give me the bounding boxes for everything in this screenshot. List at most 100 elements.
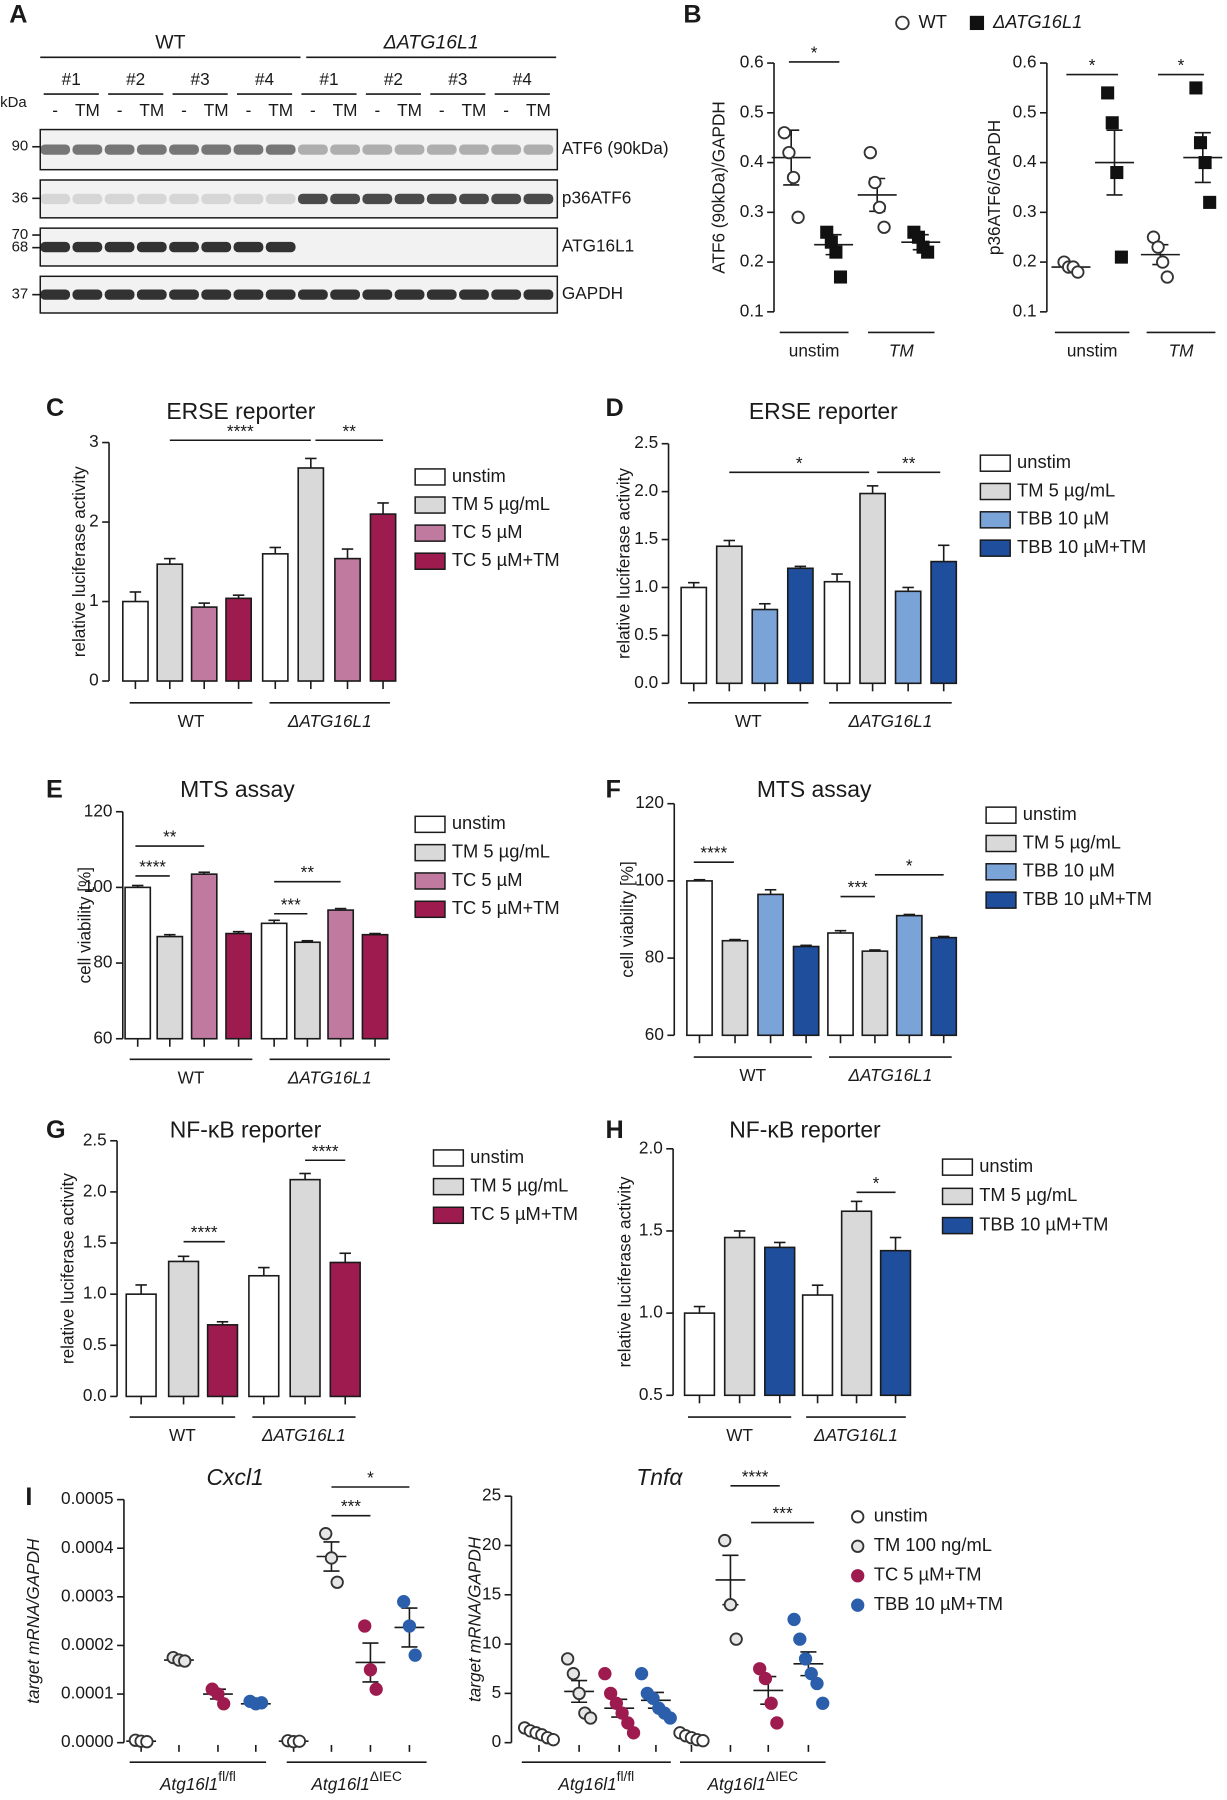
blot-band <box>72 144 103 155</box>
data-point <box>718 1533 732 1548</box>
blot-band <box>459 144 489 155</box>
bar <box>683 1312 716 1397</box>
y-tick-label: 0 <box>89 670 99 690</box>
legend-swatch <box>941 1216 974 1235</box>
panel-label: C <box>46 394 64 422</box>
data-point <box>777 126 791 140</box>
legend-swatch <box>979 511 1011 529</box>
legend-swatch <box>414 900 446 919</box>
bar <box>930 936 958 1037</box>
y-axis-label: p36ATF6/GAPDH <box>984 120 1004 255</box>
group-label: Atg16l1ΔIEC <box>707 1769 798 1794</box>
group-label: ΔATG16L1 <box>287 711 372 731</box>
lane-label: - <box>439 100 445 120</box>
group-label: ΔATG16L1 <box>261 1425 346 1445</box>
bar <box>125 1293 157 1398</box>
group-label: Atg16l1fl/fl <box>557 1769 634 1794</box>
bar <box>124 886 152 1040</box>
y-tick-label: 0.1 <box>740 300 764 320</box>
y-tick-label: 0.0001 <box>61 1683 114 1703</box>
data-point <box>1114 250 1128 264</box>
data-point <box>330 1575 344 1589</box>
significance-label: * <box>796 453 803 473</box>
lane-label: TM <box>397 100 422 120</box>
marker-label: 68 <box>12 240 29 256</box>
significance-label: * <box>1178 55 1185 75</box>
bar <box>261 553 289 682</box>
data-point <box>358 1619 372 1633</box>
group-label-main: Atg16l1 <box>310 1774 369 1794</box>
bar <box>786 567 814 685</box>
lane-label: TM <box>333 100 358 120</box>
significance-label: **** <box>227 421 254 441</box>
data-point <box>791 210 805 224</box>
blot-band <box>169 144 199 155</box>
y-tick-label: 3 <box>89 431 99 451</box>
legend-label: TC 5 µM+TM <box>452 549 560 570</box>
data-point <box>787 1612 801 1627</box>
blot-band <box>394 144 425 155</box>
y-tick-label: 80 <box>93 952 112 972</box>
y-tick-label: 2 <box>89 511 99 531</box>
blot-band <box>265 144 296 155</box>
blot-band <box>330 193 361 205</box>
blot-band <box>104 144 135 155</box>
lane-label: TM <box>268 100 293 120</box>
legend-swatch <box>985 891 1017 909</box>
y-tick-label: 1.5 <box>634 528 658 548</box>
data-point <box>1151 240 1165 254</box>
data-point <box>598 1667 612 1681</box>
group-label: ΔATG16L1 <box>813 1425 898 1445</box>
sample-label: #2 <box>126 69 145 89</box>
bar <box>293 941 321 1040</box>
legend-swatch <box>414 815 446 834</box>
lane-label: TM <box>75 100 100 120</box>
data-point <box>868 175 882 190</box>
blot-band <box>201 144 232 155</box>
significance-label: * <box>873 1173 880 1193</box>
blot-band <box>362 144 393 155</box>
lane-label: TM <box>462 100 487 120</box>
blot-band <box>104 241 135 253</box>
data-point <box>211 1687 225 1701</box>
blot-band <box>297 144 328 155</box>
lane-label: - <box>181 100 187 120</box>
group-label: Atg16l1ΔIEC <box>310 1769 401 1794</box>
legend-swatch <box>414 872 446 890</box>
blot-band <box>426 144 457 155</box>
y-axis-label: cell viability [%] <box>617 861 637 978</box>
bar <box>827 932 854 1037</box>
legend-label: TM 5 µg/mL <box>452 493 550 514</box>
group-label-sup: fl/fl <box>218 1769 236 1784</box>
blot-band <box>426 289 457 300</box>
y-tick-label: 25 <box>482 1485 501 1505</box>
significance-label: *** <box>848 877 868 897</box>
blot-band <box>297 193 328 205</box>
bar <box>894 590 922 685</box>
y-axis-label: relative luciferase activity <box>614 468 634 659</box>
y-tick-label: 0.3 <box>1013 201 1037 221</box>
legend-swatch <box>941 1187 974 1206</box>
group-label-sup: ΔIEC <box>766 1769 798 1784</box>
data-point <box>1203 195 1217 209</box>
group-label-sup: ΔIEC <box>370 1769 402 1784</box>
chart-title: MTS assay <box>180 776 295 802</box>
bar <box>361 933 389 1040</box>
panel-label: B <box>683 1 701 29</box>
blot-band <box>40 193 71 205</box>
legend-label: TC 5 µM+TM <box>452 897 560 918</box>
blot-band <box>523 144 554 155</box>
panel-label: G <box>46 1116 66 1144</box>
legend-label: TBB 10 µM <box>1017 508 1109 529</box>
sample-label: #3 <box>448 69 467 89</box>
bar <box>156 935 184 1040</box>
significance-label: ** <box>902 453 916 473</box>
group-label: ΔATG16L1 <box>847 1065 932 1085</box>
legend-swatch <box>985 806 1017 824</box>
y-axis-label: target mRNA/GAPDH <box>23 1538 43 1704</box>
significance-label: ** <box>301 862 315 882</box>
blot-band <box>233 289 264 300</box>
data-point <box>770 1716 784 1730</box>
y-tick-label: 1.5 <box>639 1220 663 1240</box>
blot-box <box>39 128 559 171</box>
